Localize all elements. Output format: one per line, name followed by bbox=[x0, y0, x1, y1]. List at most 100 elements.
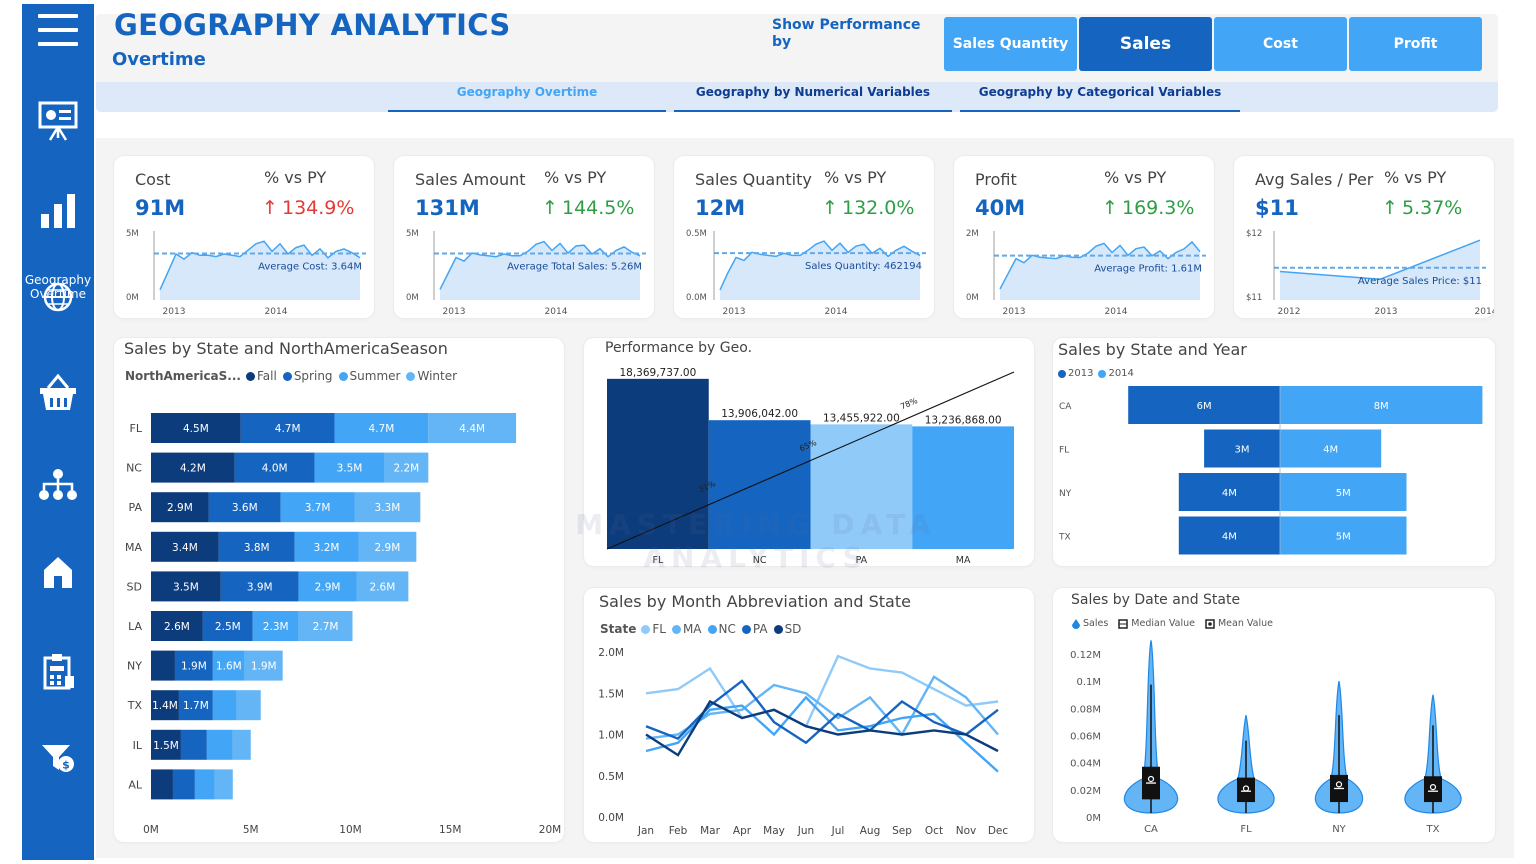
kpi-ymax-label: 5M bbox=[126, 229, 139, 239]
filter-dollar-icon[interactable]: $ bbox=[22, 742, 94, 774]
season-bar[interactable] bbox=[206, 729, 233, 760]
kpi-x-label: 2014 bbox=[545, 307, 568, 316]
season-bar[interactable] bbox=[178, 690, 213, 721]
sidebar-label-geography[interactable]: Geography Overtime bbox=[24, 273, 92, 301]
season-bar[interactable] bbox=[294, 531, 359, 562]
season-category-label: LA bbox=[128, 620, 142, 633]
season-bar[interactable] bbox=[240, 413, 335, 443]
violin-category-label: TX bbox=[1426, 824, 1440, 835]
season-bar[interactable] bbox=[212, 650, 245, 681]
season-category-label: IL bbox=[133, 739, 143, 752]
legend-dot-icon bbox=[1058, 369, 1066, 378]
season-bar[interactable] bbox=[172, 769, 195, 800]
season-bar[interactable] bbox=[314, 452, 385, 483]
month-series-line[interactable] bbox=[645, 654, 999, 728]
season-bar[interactable] bbox=[280, 492, 355, 523]
season-bar[interactable] bbox=[208, 492, 281, 523]
season-bar[interactable] bbox=[384, 452, 429, 483]
kpi-pct-value: 134.9% bbox=[282, 197, 355, 219]
tab-geography-categorical[interactable]: Geography by Categorical Variables bbox=[960, 82, 1240, 112]
violin-category-label: NY bbox=[1332, 824, 1346, 835]
season-bar[interactable] bbox=[428, 413, 517, 443]
cost-button[interactable]: Cost bbox=[1214, 17, 1347, 71]
kpi-sparkline: Average Sales Price: $11 $12 $11 2012 2013 20… bbox=[1246, 229, 1494, 316]
season-bar[interactable] bbox=[151, 492, 209, 523]
kpi-line bbox=[439, 240, 641, 290]
state-year-bar-2014[interactable] bbox=[1280, 473, 1407, 511]
state-year-bar-2013[interactable] bbox=[1128, 386, 1280, 424]
month-series-line[interactable] bbox=[645, 675, 999, 740]
kpi-ymin-label: 0.0M bbox=[686, 293, 707, 303]
violin-legend: Sales Median Value Mean Value bbox=[1072, 618, 1273, 629]
geo-bar[interactable] bbox=[912, 426, 1014, 549]
season-bar[interactable] bbox=[220, 571, 299, 602]
season-bar[interactable] bbox=[151, 452, 235, 483]
profit-button[interactable]: Profit bbox=[1349, 17, 1482, 71]
season-bar-label: 2.6M bbox=[164, 621, 190, 633]
season-bar[interactable] bbox=[234, 452, 315, 483]
kpi-pct-label: % vs PY bbox=[264, 168, 327, 187]
season-bar[interactable] bbox=[151, 650, 175, 681]
season-bar[interactable] bbox=[298, 571, 357, 602]
season-bar[interactable] bbox=[212, 690, 237, 721]
kpi-line bbox=[719, 240, 921, 291]
season-bar[interactable] bbox=[218, 531, 295, 562]
sales-quantity-button[interactable]: Sales Quantity bbox=[944, 17, 1077, 71]
state-year-bar-2013[interactable] bbox=[1204, 429, 1280, 468]
season-bar[interactable] bbox=[180, 729, 207, 760]
season-bar-label: 2.5M bbox=[215, 621, 241, 633]
sales-button[interactable]: Sales bbox=[1079, 17, 1212, 71]
season-bar[interactable] bbox=[356, 571, 409, 602]
tab-geography-numerical[interactable]: Geography by Numerical Variables bbox=[674, 82, 952, 112]
violin-y-tick: 0.08M bbox=[1070, 704, 1101, 715]
violin-category-label: CA bbox=[1144, 824, 1158, 835]
state-year-bar-label: 4M bbox=[1222, 532, 1237, 543]
state-year-category-label: CA bbox=[1059, 402, 1072, 412]
state-year-bar-2014[interactable] bbox=[1280, 386, 1483, 424]
season-category-label: NC bbox=[126, 462, 142, 475]
season-bar[interactable] bbox=[252, 611, 299, 641]
season-bar[interactable] bbox=[298, 611, 353, 641]
state-year-plot: CA 6M 8M FL 3M 4M NY 4M 5M TX 4M 5M bbox=[1058, 386, 1483, 555]
season-bar[interactable] bbox=[232, 729, 251, 760]
season-bar[interactable] bbox=[151, 690, 179, 721]
home-icon[interactable] bbox=[22, 554, 94, 590]
bar-chart-icon[interactable] bbox=[22, 192, 94, 230]
state-year-bar-2013[interactable] bbox=[1178, 473, 1280, 511]
month-series-line[interactable] bbox=[645, 695, 999, 773]
calculator-icon[interactable] bbox=[22, 652, 94, 690]
season-bar[interactable] bbox=[194, 769, 215, 800]
season-bar[interactable] bbox=[334, 413, 429, 443]
geo-bar[interactable] bbox=[708, 420, 811, 549]
month-series-line[interactable] bbox=[645, 699, 999, 757]
season-bar[interactable] bbox=[151, 413, 241, 443]
geo-bar[interactable] bbox=[810, 424, 913, 549]
season-bar[interactable] bbox=[236, 690, 261, 721]
season-bar[interactable] bbox=[174, 650, 213, 681]
state-year-bar-2014[interactable] bbox=[1280, 429, 1382, 468]
season-bar[interactable] bbox=[214, 769, 233, 800]
state-year-bar-2014[interactable] bbox=[1280, 516, 1407, 555]
presentation-icon[interactable] bbox=[22, 100, 94, 142]
hierarchy-icon[interactable] bbox=[22, 468, 94, 502]
season-bar[interactable] bbox=[151, 611, 203, 641]
kpi-line bbox=[999, 240, 1201, 290]
season-bar[interactable] bbox=[358, 531, 417, 562]
basket-icon[interactable] bbox=[22, 374, 94, 412]
kpi-ymin-label: 0M bbox=[126, 293, 139, 303]
season-bar[interactable] bbox=[151, 769, 173, 800]
geo-bar[interactable] bbox=[607, 378, 709, 549]
season-bar[interactable] bbox=[244, 650, 283, 681]
month-legend-item: SD bbox=[773, 622, 801, 636]
season-bar[interactable] bbox=[354, 492, 421, 523]
season-bar-label: 4.5M bbox=[183, 423, 209, 435]
season-bar[interactable] bbox=[151, 729, 181, 760]
globe-icon[interactable] bbox=[22, 280, 94, 314]
season-bar-label: 4.4M bbox=[459, 423, 485, 435]
menu-icon[interactable] bbox=[22, 10, 94, 50]
tab-geography-overtime[interactable]: Geography Overtime bbox=[388, 82, 666, 112]
season-bar[interactable] bbox=[151, 531, 219, 562]
state-year-bar-2013[interactable] bbox=[1178, 516, 1280, 555]
season-bar[interactable] bbox=[202, 611, 253, 641]
season-bar[interactable] bbox=[151, 571, 221, 602]
